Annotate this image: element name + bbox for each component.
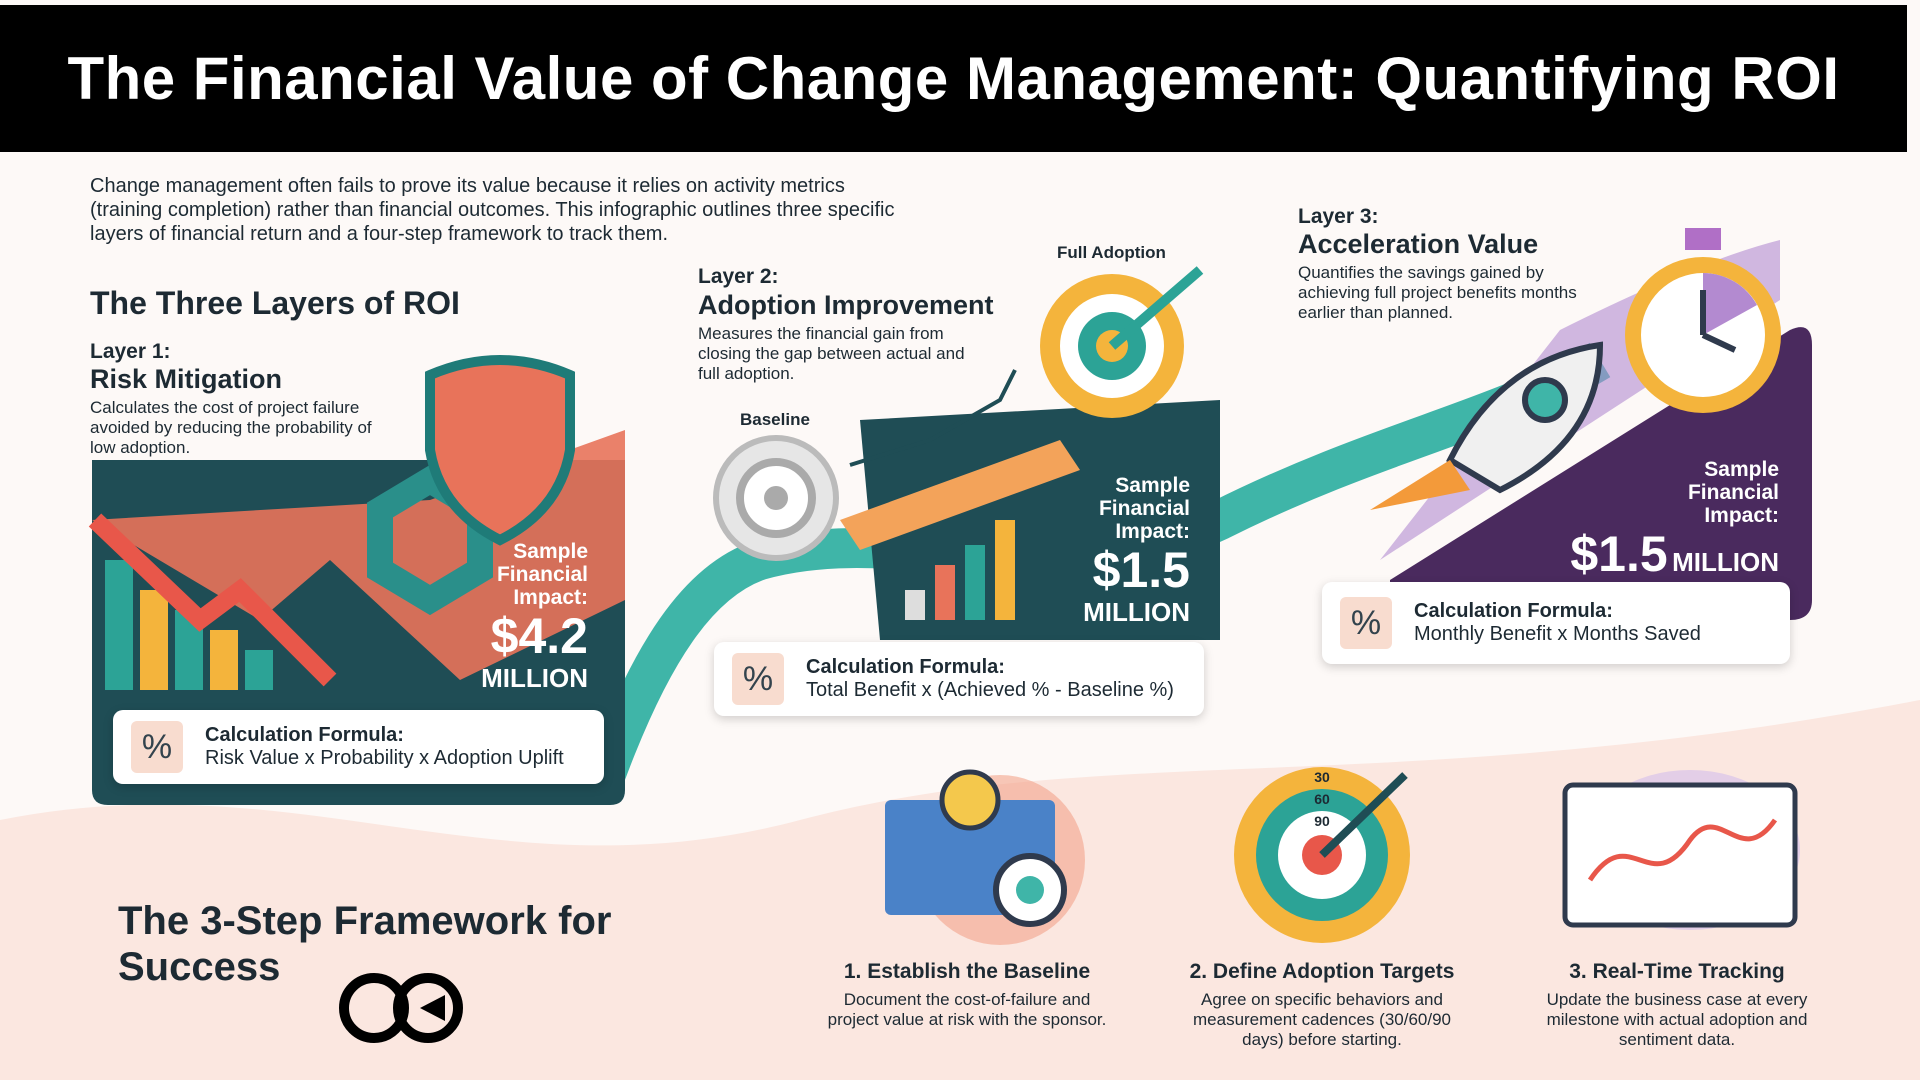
rocket-icon xyxy=(1370,341,1604,510)
layer1-bars xyxy=(88,513,337,690)
impact-unit: MILLION xyxy=(481,663,588,693)
impact-label: Sample Financial Impact: xyxy=(1098,474,1190,543)
impact-unit: MILLION xyxy=(1672,547,1779,577)
growth-line xyxy=(849,369,1017,467)
formula: Risk Value x Probability x Adoption Upli… xyxy=(205,747,564,769)
bar-icon xyxy=(245,650,273,690)
impact-value: $1.5 xyxy=(1092,542,1190,598)
bar-icon xyxy=(965,545,985,620)
impact-label: Sample Financial Impact: xyxy=(496,540,588,609)
shield-icon xyxy=(425,355,575,546)
step-description: Document the cost-of-failure and project… xyxy=(827,990,1107,1029)
impact-label: Sample Financial Impact: xyxy=(1687,458,1779,527)
header-bar: The Financial Value of Change Management… xyxy=(0,5,1907,152)
step2-icon xyxy=(1234,767,1410,943)
formula-card: % Calculation Formula: Risk Value x Proba… xyxy=(113,710,604,784)
impact-unit: MILLION xyxy=(1083,597,1190,627)
logo xyxy=(339,973,463,1043)
intro: Change management often fails to prove i… xyxy=(90,175,895,245)
formula-icon: % xyxy=(732,653,784,705)
stopwatch-sector xyxy=(1703,273,1757,335)
formula-label: Calculation Formula: xyxy=(205,724,404,746)
formula-icon: % xyxy=(1340,597,1392,649)
layer-description: Quantifies the savings gained by achievi… xyxy=(1298,263,1577,322)
framework-heading: The 3-Step Framework for Success xyxy=(118,899,612,989)
layer-label: Layer 1: xyxy=(90,340,171,363)
logo-ring xyxy=(339,973,409,1043)
bar-icon xyxy=(905,590,925,620)
impact-value: $1.5 xyxy=(1570,526,1668,582)
formula-card: % Calculation Formula: Monthly Benefit x … xyxy=(1322,582,1790,664)
trend-line xyxy=(1587,818,1778,882)
full-adoption-target xyxy=(1040,266,1204,418)
impact-value: $4.2 xyxy=(490,608,588,664)
layer-description: Calculates the cost of project failure a… xyxy=(90,398,372,457)
layer-title: Risk Mitigation xyxy=(90,364,283,394)
impact: Sample Financial Impact: $4.2 MILLION xyxy=(478,540,588,694)
formula: Total Benefit x (Achieved % - Baseline %… xyxy=(806,679,1174,701)
formula-label: Calculation Formula: xyxy=(806,656,1005,678)
bar-icon xyxy=(935,565,955,620)
lightbulb xyxy=(939,769,1001,831)
step-title: 2. Define Adoption Targets xyxy=(1189,960,1455,983)
layer-description: Measures the financial gain from closing… xyxy=(698,324,965,383)
page-title: The Financial Value of Change Management… xyxy=(67,45,1840,112)
formula-label: Calculation Formula: xyxy=(1414,600,1613,622)
stopwatch-icon xyxy=(1625,228,1781,413)
cube-icon xyxy=(367,464,493,616)
bar-icon xyxy=(140,590,168,690)
step3-icon xyxy=(1562,770,1800,930)
formula: Monthly Benefit x Months Saved xyxy=(1414,623,1701,645)
bar-icon xyxy=(210,630,238,690)
formula-card: % Calculation Formula: Total Benefit x (A… xyxy=(714,642,1204,716)
formula-icon: % xyxy=(131,721,183,773)
section-heading: The Three Layers of ROI xyxy=(90,285,460,321)
step-title: 3. Real-Time Tracking xyxy=(1569,960,1785,983)
down-arrow xyxy=(88,513,337,687)
bar-icon xyxy=(105,560,133,690)
impact: Sample Financial Impact: $1.5 MILLION xyxy=(1570,458,1779,581)
rocket-body xyxy=(1446,341,1604,494)
step: 1. Establish the Baseline Document the c… xyxy=(817,960,1117,1030)
step-title: 1. Establish the Baseline xyxy=(843,960,1091,983)
arrow xyxy=(1319,772,1408,858)
rocket-window xyxy=(1522,377,1568,423)
step: 3. Real-Time Tracking Update the busines… xyxy=(1527,960,1827,1050)
illustration-label: Full Adoption xyxy=(1057,243,1166,262)
arrow xyxy=(1108,266,1204,350)
layer-label: Layer 2: xyxy=(698,265,779,288)
step-description: Agree on specific behaviors and measurem… xyxy=(1193,990,1451,1049)
step: 2. Define Adoption Targets Agree on spec… xyxy=(1172,960,1472,1050)
bar-icon xyxy=(995,520,1015,620)
rocket-flame xyxy=(1370,460,1470,510)
target-ring xyxy=(764,486,788,510)
logo-mark xyxy=(420,995,445,1021)
baseline-target xyxy=(713,435,839,561)
layer-title: Adoption Improvement xyxy=(698,290,994,320)
stopwatch-hands xyxy=(1700,290,1737,353)
layer-label: Layer 3: xyxy=(1298,205,1379,228)
step1-icon xyxy=(885,769,1085,945)
illustration-label: Baseline xyxy=(740,410,810,429)
bridge xyxy=(840,440,1080,550)
eye xyxy=(1016,876,1044,904)
stopwatch-button xyxy=(1685,228,1721,250)
layer-title: Acceleration Value xyxy=(1298,229,1539,259)
step-description: Update the business case at every milest… xyxy=(1546,990,1808,1049)
logo-ring xyxy=(393,973,463,1043)
impact: Sample Financial Impact: $1.5 MILLION xyxy=(1080,474,1190,628)
